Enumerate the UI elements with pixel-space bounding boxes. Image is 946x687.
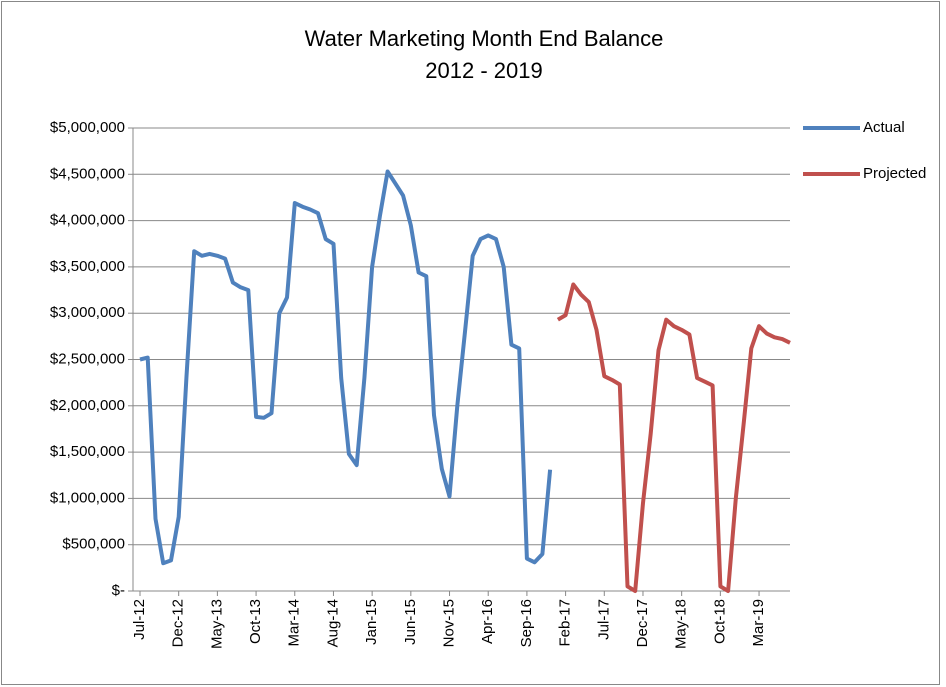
legend-label: Projected	[863, 165, 926, 182]
x-tick-label: Jan-15	[363, 599, 380, 645]
x-tick-label: Oct-13	[247, 599, 264, 644]
x-tick-label: Oct-18	[711, 599, 728, 644]
x-tick-label: Mar-19	[750, 599, 767, 647]
x-tick-label: Jun-15	[402, 599, 419, 645]
legend-label: Actual	[863, 119, 905, 136]
x-tick-label: Feb-17	[557, 599, 574, 647]
x-tick-label: Jul-12	[131, 599, 148, 640]
x-tick-label: Mar-14	[286, 599, 303, 647]
x-tick-label: Nov-15	[440, 599, 457, 647]
x-tick-label: May-18	[673, 599, 690, 649]
y-tick-label: $2,000,000	[50, 397, 125, 414]
y-tick-label: $5,000,000	[50, 119, 125, 136]
x-tick-label: Dec-12	[170, 599, 187, 647]
x-tick-label: Aug-14	[324, 599, 341, 647]
y-tick-label: $-	[112, 582, 125, 599]
y-tick-label: $3,500,000	[50, 258, 125, 275]
y-tick-label: $4,500,000	[50, 165, 125, 182]
y-tick-label: $1,500,000	[50, 443, 125, 460]
y-tick-label: $500,000	[62, 536, 125, 553]
y-tick-label: $2,500,000	[50, 350, 125, 367]
series-line	[139, 169, 553, 566]
chart-title: Water Marketing Month End Balance	[305, 26, 664, 51]
y-tick-label: $4,000,000	[50, 212, 125, 229]
x-tick-label: May-13	[208, 599, 225, 649]
x-tick-label: Dec-17	[634, 599, 651, 647]
x-tick-label: Sep-16	[518, 599, 535, 647]
chart-subtitle: 2012 - 2019	[425, 58, 542, 83]
x-tick-label: Apr-16	[479, 599, 496, 644]
y-tick-label: $3,000,000	[50, 304, 125, 321]
x-tick-label: Jul-17	[595, 599, 612, 640]
y-tick-label: $1,000,000	[50, 489, 125, 506]
series-line	[556, 282, 791, 593]
